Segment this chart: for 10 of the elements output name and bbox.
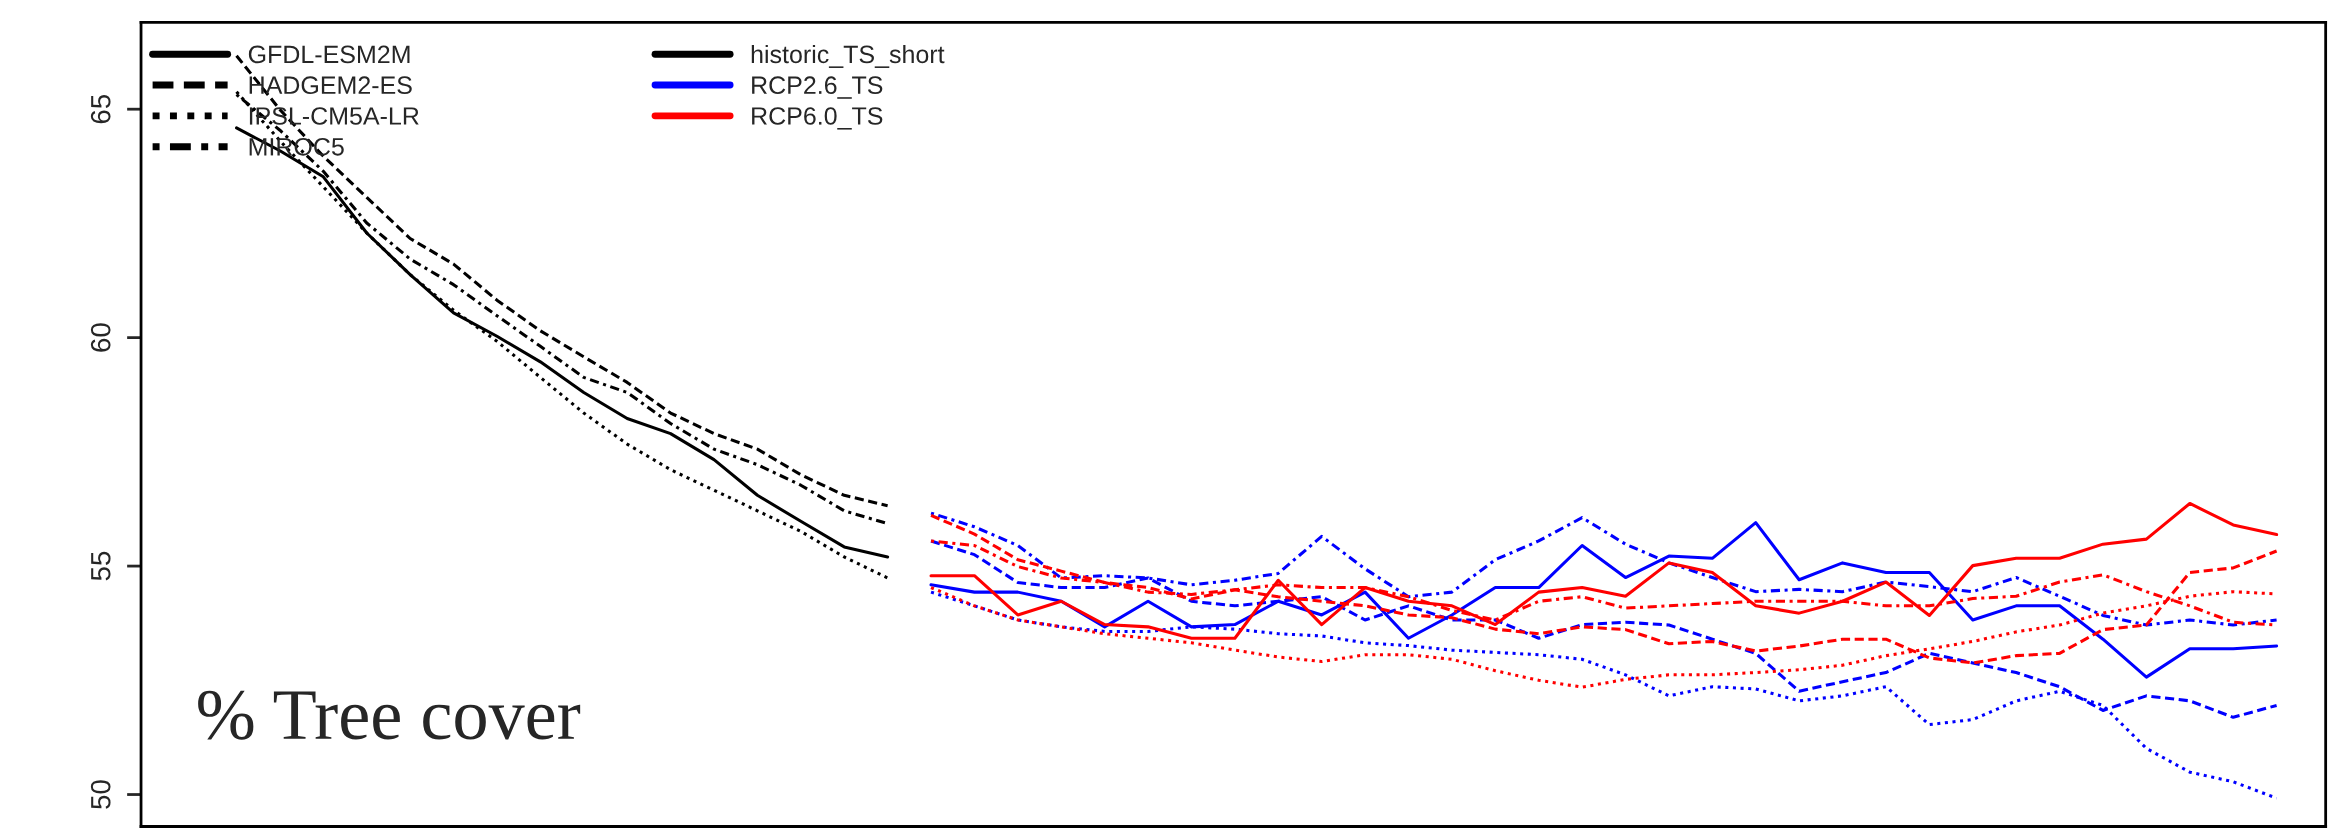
annotation: % Tree cover xyxy=(198,690,581,740)
legend-label: RCP2.6_TS xyxy=(752,76,883,99)
legend-label: HADGEM2-ES xyxy=(249,76,412,95)
y-tick-label: 65 xyxy=(90,94,111,124)
legend-label: RCP6.0_TS xyxy=(752,107,883,130)
y-tick-label: 50 xyxy=(90,780,111,809)
y-tick-label: 55 xyxy=(91,551,111,581)
y-tick-label: 60 xyxy=(90,323,111,352)
annotation: historic_TS_short xyxy=(751,44,945,68)
legend-label: GFDL-ESM2M xyxy=(248,45,410,64)
